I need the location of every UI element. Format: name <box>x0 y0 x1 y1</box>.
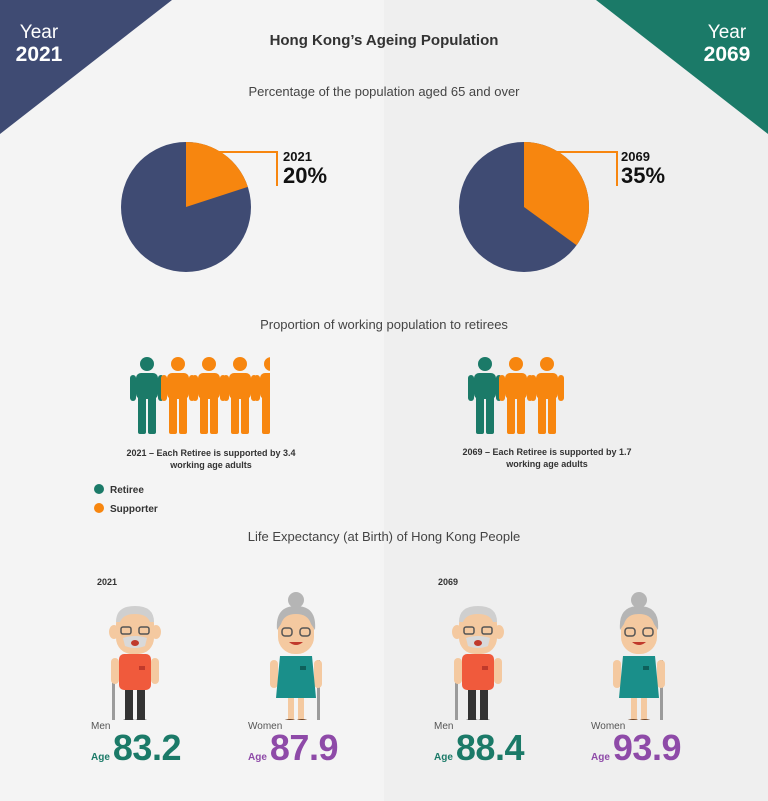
men-age-2069: Age88.4 <box>434 727 524 769</box>
pie-label-2021-year: 2021 <box>283 149 312 164</box>
pie-2021-leader-line <box>188 151 278 186</box>
left-corner-year: 2021 <box>15 43 63 66</box>
pie-chart-2021 <box>121 142 278 272</box>
men-age-2069-value: 88.4 <box>455 727 525 768</box>
men-age-2021-value: 83.2 <box>112 727 182 768</box>
pie-2069-senior-slice <box>524 142 590 246</box>
left-corner-label: Year 2021 <box>14 22 64 66</box>
supporter-icon <box>530 357 564 434</box>
men-label-2021: Men <box>91 721 111 732</box>
women-age-2069-value: 93.9 <box>612 727 682 768</box>
workforce-caption-2069: 2069 – Each Retiree is supported by 1.7 … <box>432 446 662 470</box>
men-label-2069: Men <box>434 721 454 732</box>
left-corner-year-word: Year <box>19 22 59 43</box>
pie-label-2069-year: 2069 <box>621 149 650 164</box>
right-background-panel <box>384 0 768 801</box>
right-corner-label: Year 2069 <box>702 22 752 66</box>
person-icons-area <box>130 357 564 434</box>
women-label-2021: Women <box>248 721 283 732</box>
men-age-2021: Age83.2 <box>91 727 181 769</box>
legend-supporter-swatch <box>94 503 104 513</box>
workforce-caption-2021-line2: working age adults <box>170 460 252 470</box>
legend-retiree-label: Retiree <box>110 485 144 496</box>
retiree-icon <box>468 357 502 434</box>
workforce-section-heading: Proportion of working population to reti… <box>260 317 508 332</box>
old-woman-2021-illustration <box>269 591 323 720</box>
women-age-2069-prefix: Age <box>591 752 610 763</box>
old-man-2021-illustration <box>108 605 162 720</box>
legend-item-supporter: Supporter <box>94 503 158 515</box>
right-corner-year-word: Year <box>707 22 747 43</box>
left-corner-ribbon <box>0 0 172 134</box>
pie-section-heading: Percentage of the population aged 65 and… <box>248 84 520 99</box>
retiree-icon <box>130 357 164 434</box>
workforce-caption-2069-line1: 2069 – Each Retiree is supported by 1.7 <box>462 447 632 457</box>
legend-item-retiree: Retiree <box>94 484 158 496</box>
men-age-2069-prefix: Age <box>434 752 453 763</box>
life-year-2021: 2021 <box>97 577 118 587</box>
elderly-illustrations <box>108 591 666 720</box>
pie-charts <box>121 142 618 272</box>
page-title: Hong Kong’s Ageing Population <box>269 32 499 49</box>
life-section-heading: Life Expectancy (at Birth) of Hong Kong … <box>247 529 521 544</box>
supporter-icon <box>499 357 533 434</box>
people-group-2021 <box>130 357 270 434</box>
women-age-2021-value: 87.9 <box>269 727 339 768</box>
workforce-caption-2021: 2021 – Each Retiree is supported by 3.4 … <box>96 447 326 471</box>
women-age-2021-prefix: Age <box>248 752 267 763</box>
life-year-2069: 2069 <box>438 577 459 587</box>
women-age-2021: Age87.9 <box>248 727 338 769</box>
pie-label-2069: 2069 35% <box>621 150 665 188</box>
women-age-2069: Age93.9 <box>591 727 681 769</box>
right-corner-ribbon <box>596 0 768 134</box>
pie-label-2021: 2021 20% <box>283 150 327 188</box>
men-age-2021-prefix: Age <box>91 752 110 763</box>
supporter-icon <box>161 357 195 434</box>
women-label-2069: Women <box>591 721 626 732</box>
pie-2021-senior-slice <box>186 142 248 207</box>
supporter-icon <box>192 357 226 434</box>
legend-retiree-swatch <box>94 484 104 494</box>
workforce-caption-2021-line1: 2021 – Each Retiree is supported by 3.4 <box>126 448 296 458</box>
supporter-icon <box>223 357 257 434</box>
old-man-2069-illustration <box>451 605 505 720</box>
pie-chart-2069 <box>459 142 618 272</box>
old-woman-2069-illustration <box>612 591 666 720</box>
pie-label-2021-percent: 20% <box>283 163 328 188</box>
people-group-2069 <box>468 357 564 434</box>
pie-label-2069-percent: 35% <box>621 163 666 188</box>
right-corner-year: 2069 <box>703 43 751 66</box>
pie-2069-leader-line <box>527 151 618 186</box>
legend-supporter-label: Supporter <box>110 504 158 515</box>
supporter-icon <box>254 357 270 434</box>
workforce-caption-2069-line2: working age adults <box>506 459 588 469</box>
legend: Retiree Supporter <box>94 484 158 515</box>
